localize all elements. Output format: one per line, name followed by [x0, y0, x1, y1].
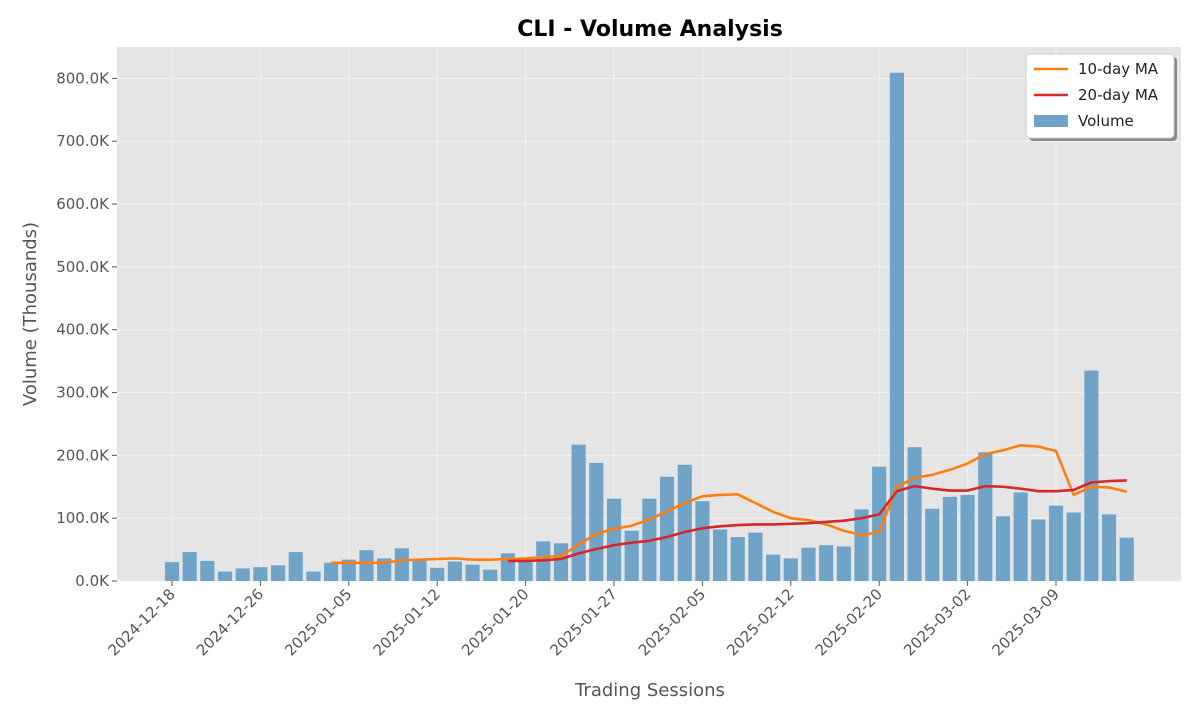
volume-bar [553, 543, 569, 581]
volume-bar [783, 558, 798, 581]
volume-bar [500, 553, 515, 581]
volume-bar [412, 559, 427, 581]
volume-bar [1031, 519, 1046, 581]
x-axis-label: Trading Sessions [574, 680, 725, 701]
y-tick-label: 400.0K [56, 321, 110, 339]
volume-bar [836, 546, 851, 581]
volume-bar [288, 552, 303, 581]
volume-bar [182, 552, 197, 581]
x-tick-label: 2025-01-12 [370, 585, 444, 659]
volume-bar [907, 447, 922, 581]
volume-bar [1066, 512, 1081, 581]
volume-bar [872, 466, 887, 581]
x-tick-label: 2024-12-26 [193, 585, 267, 659]
volume-bar [854, 509, 869, 581]
volume-bars [164, 72, 1134, 582]
x-tick-label: 2025-03-02 [900, 585, 974, 659]
volume-bar [606, 498, 622, 581]
volume-bar [978, 452, 993, 581]
volume-bar [306, 571, 321, 581]
volume-bar [164, 562, 180, 581]
y-tick-label: 300.0K [56, 384, 110, 402]
y-tick-label: 800.0K [56, 69, 110, 87]
volume-bar [271, 565, 286, 581]
volume-bar [624, 530, 639, 581]
volume-bar [1084, 370, 1099, 581]
volume-bar [483, 569, 498, 581]
volume-bar [518, 561, 533, 581]
volume-bar [571, 444, 586, 581]
volume-bar [960, 494, 975, 581]
volume-bar [713, 529, 728, 581]
y-tick-label: 700.0K [56, 132, 110, 150]
volume-bar [430, 567, 445, 581]
ma20-line [507, 479, 1127, 563]
volume-bar [1013, 492, 1028, 581]
ma10-line [331, 444, 1128, 565]
x-tick-label: 2025-01-27 [546, 585, 620, 659]
volume-bar [730, 537, 745, 581]
volume-bar [589, 462, 604, 581]
moving-average-lines [331, 444, 1128, 565]
volume-bar [324, 562, 339, 581]
legend-label: Volume [1078, 112, 1134, 130]
volume-bar [677, 464, 692, 581]
legend: 10-day MA 20-day MA Volume [1025, 53, 1177, 141]
volume-bar [766, 554, 781, 581]
volume-bar [942, 496, 957, 581]
volume-bar [359, 550, 374, 581]
y-tick-label: 0.0K [75, 572, 110, 590]
y-axis-ticks: 0.0K 100.0K 200.0K 300.0K 400.0K 500.0K 600.0K… [56, 69, 117, 590]
volume-bar [995, 516, 1011, 581]
x-tick-label: 2024-12-18 [104, 585, 178, 659]
volume-bar [447, 561, 462, 581]
volume-bar [341, 559, 356, 581]
volume-bar [217, 571, 233, 581]
volume-bar [889, 72, 904, 582]
legend-swatch [1034, 115, 1068, 127]
volume-bar [1119, 537, 1134, 581]
volume-bar [235, 568, 250, 581]
legend-label: 20-day MA [1078, 86, 1159, 104]
x-tick-label: 2025-02-05 [635, 585, 709, 659]
plot-area [117, 47, 1181, 581]
volume-bar [253, 567, 268, 581]
volume-bar [1101, 514, 1117, 581]
chart-title: CLI - Volume Analysis [517, 17, 783, 42]
x-tick-label: 2025-01-05 [281, 585, 355, 659]
y-axis-label: Volume (Thousands) [20, 222, 41, 406]
x-axis-ticks: 2024-12-18 2024-12-26 2025-01-05 2025-01-12… [104, 581, 1063, 659]
volume-bar [801, 547, 816, 581]
x-tick-label: 2025-02-12 [723, 585, 797, 659]
y-tick-label: 500.0K [56, 258, 110, 276]
y-tick-label: 200.0K [56, 446, 110, 464]
x-tick-label: 2025-03-09 [988, 585, 1062, 659]
legend-label: 10-day MA [1078, 60, 1159, 78]
volume-bar [465, 564, 480, 581]
volume-bar [819, 545, 834, 581]
volume-bar [1048, 505, 1064, 581]
volume-bar [695, 501, 710, 581]
volume-bar [925, 508, 940, 581]
volume-bar [200, 560, 215, 581]
y-tick-label: 100.0K [56, 509, 110, 527]
volume-bar [659, 476, 675, 581]
x-tick-label: 2025-02-20 [812, 585, 886, 659]
volume-bar [394, 548, 409, 581]
y-tick-label: 600.0K [56, 195, 110, 213]
x-tick-label: 2025-01-20 [458, 585, 532, 659]
volume-bar [748, 532, 763, 581]
